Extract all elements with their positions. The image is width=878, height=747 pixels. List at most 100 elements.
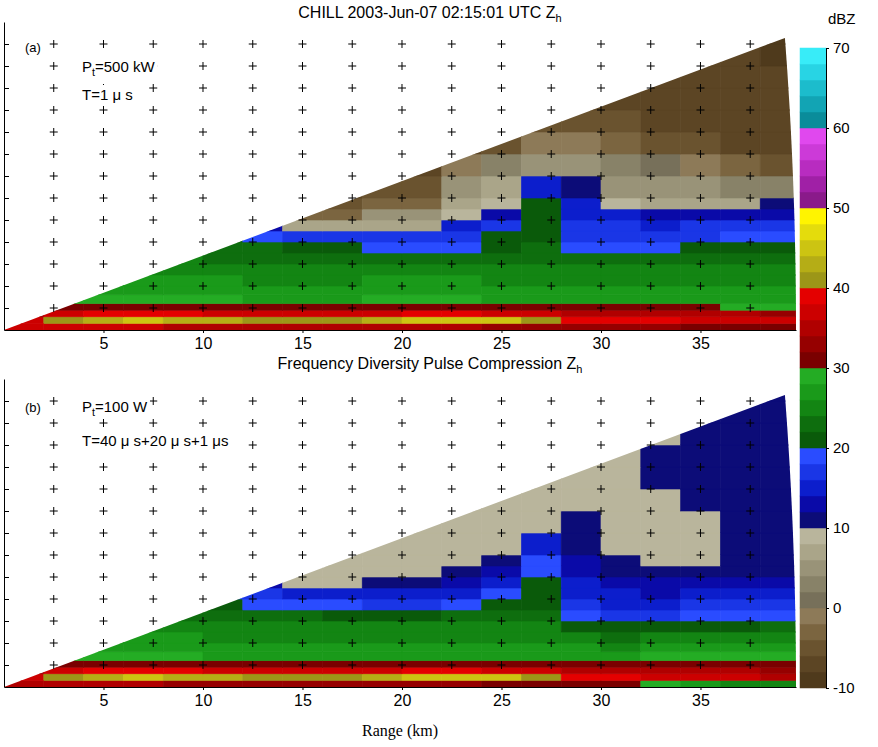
grid-cross — [50, 507, 58, 515]
cell — [720, 323, 760, 330]
grid-cross — [647, 282, 655, 290]
grid-cross — [298, 463, 306, 471]
cell — [561, 445, 601, 467]
colorbar-swatch — [800, 624, 826, 640]
colorbar-tick-mark — [826, 288, 829, 289]
cell — [402, 599, 442, 610]
grid-cross — [696, 40, 704, 48]
grid-cross — [647, 419, 655, 427]
x-tick-label: 10 — [195, 335, 213, 352]
cell — [760, 323, 796, 330]
cell — [163, 286, 203, 295]
cell — [402, 231, 442, 242]
grid-cross — [50, 397, 58, 405]
panel: 5101520253035CHILL 2003-Jun-07 02:15:01 … — [4, 4, 800, 352]
cell — [521, 323, 561, 330]
cell — [442, 176, 482, 198]
y-tick-mark — [4, 423, 9, 424]
colorbar-swatch — [800, 528, 826, 544]
grid-cross — [398, 62, 406, 70]
colorbar-swatch — [800, 656, 826, 672]
grid-cross — [597, 216, 605, 224]
cell — [203, 264, 243, 275]
y-tick — [4, 621, 9, 622]
colorbar-tick-label: 20 — [833, 439, 850, 456]
grid-cross — [298, 617, 306, 625]
cell — [601, 489, 641, 511]
x-tick-mark — [700, 330, 701, 333]
colorbar-swatch — [800, 272, 826, 288]
grid-cross — [199, 62, 207, 70]
cell — [561, 674, 601, 681]
cell — [720, 445, 760, 467]
cell — [601, 643, 641, 652]
cell — [760, 533, 796, 555]
cell — [760, 661, 796, 668]
y-tick — [4, 154, 9, 155]
cell — [561, 610, 601, 621]
grid-cross — [50, 238, 58, 246]
grid-cross — [348, 128, 356, 136]
annotation-suffix: =500 kW — [95, 58, 155, 75]
cell — [322, 621, 362, 632]
scan-wedge — [4, 22, 796, 330]
cell — [760, 264, 796, 275]
grid-cross — [746, 238, 754, 246]
grid-cross — [696, 595, 704, 603]
grid-cross — [448, 463, 456, 471]
cell — [442, 209, 482, 220]
grid-cross — [199, 507, 207, 515]
cell — [601, 680, 641, 687]
cell — [641, 264, 681, 275]
grid-cross — [50, 551, 58, 559]
cell — [720, 66, 760, 88]
cell — [362, 304, 402, 311]
grid-cross — [249, 419, 257, 427]
grid-cross — [448, 507, 456, 515]
cell — [720, 44, 760, 66]
cell — [362, 310, 402, 317]
grid-cross — [249, 40, 257, 48]
cell — [442, 674, 482, 681]
colorbar-swatch — [800, 80, 826, 96]
cell — [362, 286, 402, 295]
grid-cross — [298, 419, 306, 427]
x-tick-mark — [302, 330, 303, 333]
colorbar-swatch — [800, 464, 826, 480]
cell — [760, 632, 796, 643]
grid-cross — [149, 128, 157, 136]
grid-cross — [249, 216, 257, 224]
grid-cross — [348, 661, 356, 669]
cell — [44, 317, 84, 324]
cell — [163, 667, 203, 674]
cell — [362, 566, 402, 577]
cell — [203, 323, 243, 330]
y-tick-mark — [4, 621, 9, 622]
cell — [123, 317, 163, 324]
grid-cross — [348, 194, 356, 202]
colorbar-swatch — [800, 352, 826, 368]
cell — [601, 566, 641, 577]
cell — [641, 295, 681, 304]
grid-cross — [597, 419, 605, 427]
cell — [163, 295, 203, 304]
grid-cross — [597, 194, 605, 202]
grid-cross — [149, 573, 157, 581]
grid-cross — [448, 194, 456, 202]
grid-cross — [647, 617, 655, 625]
x-tick-label: 25 — [493, 335, 511, 352]
grid-cross — [348, 238, 356, 246]
cell — [720, 295, 760, 304]
grid-cross — [448, 172, 456, 180]
y-tick — [4, 555, 9, 556]
y-tick-mark — [4, 110, 9, 111]
grid-cross — [298, 639, 306, 647]
grid-cross — [497, 463, 505, 471]
cell — [322, 220, 362, 231]
cell — [760, 489, 796, 511]
grid-cross — [746, 507, 754, 515]
grid-cross — [298, 128, 306, 136]
grid-cross — [448, 260, 456, 268]
cell — [760, 555, 796, 566]
colorbar-swatch — [800, 192, 826, 208]
